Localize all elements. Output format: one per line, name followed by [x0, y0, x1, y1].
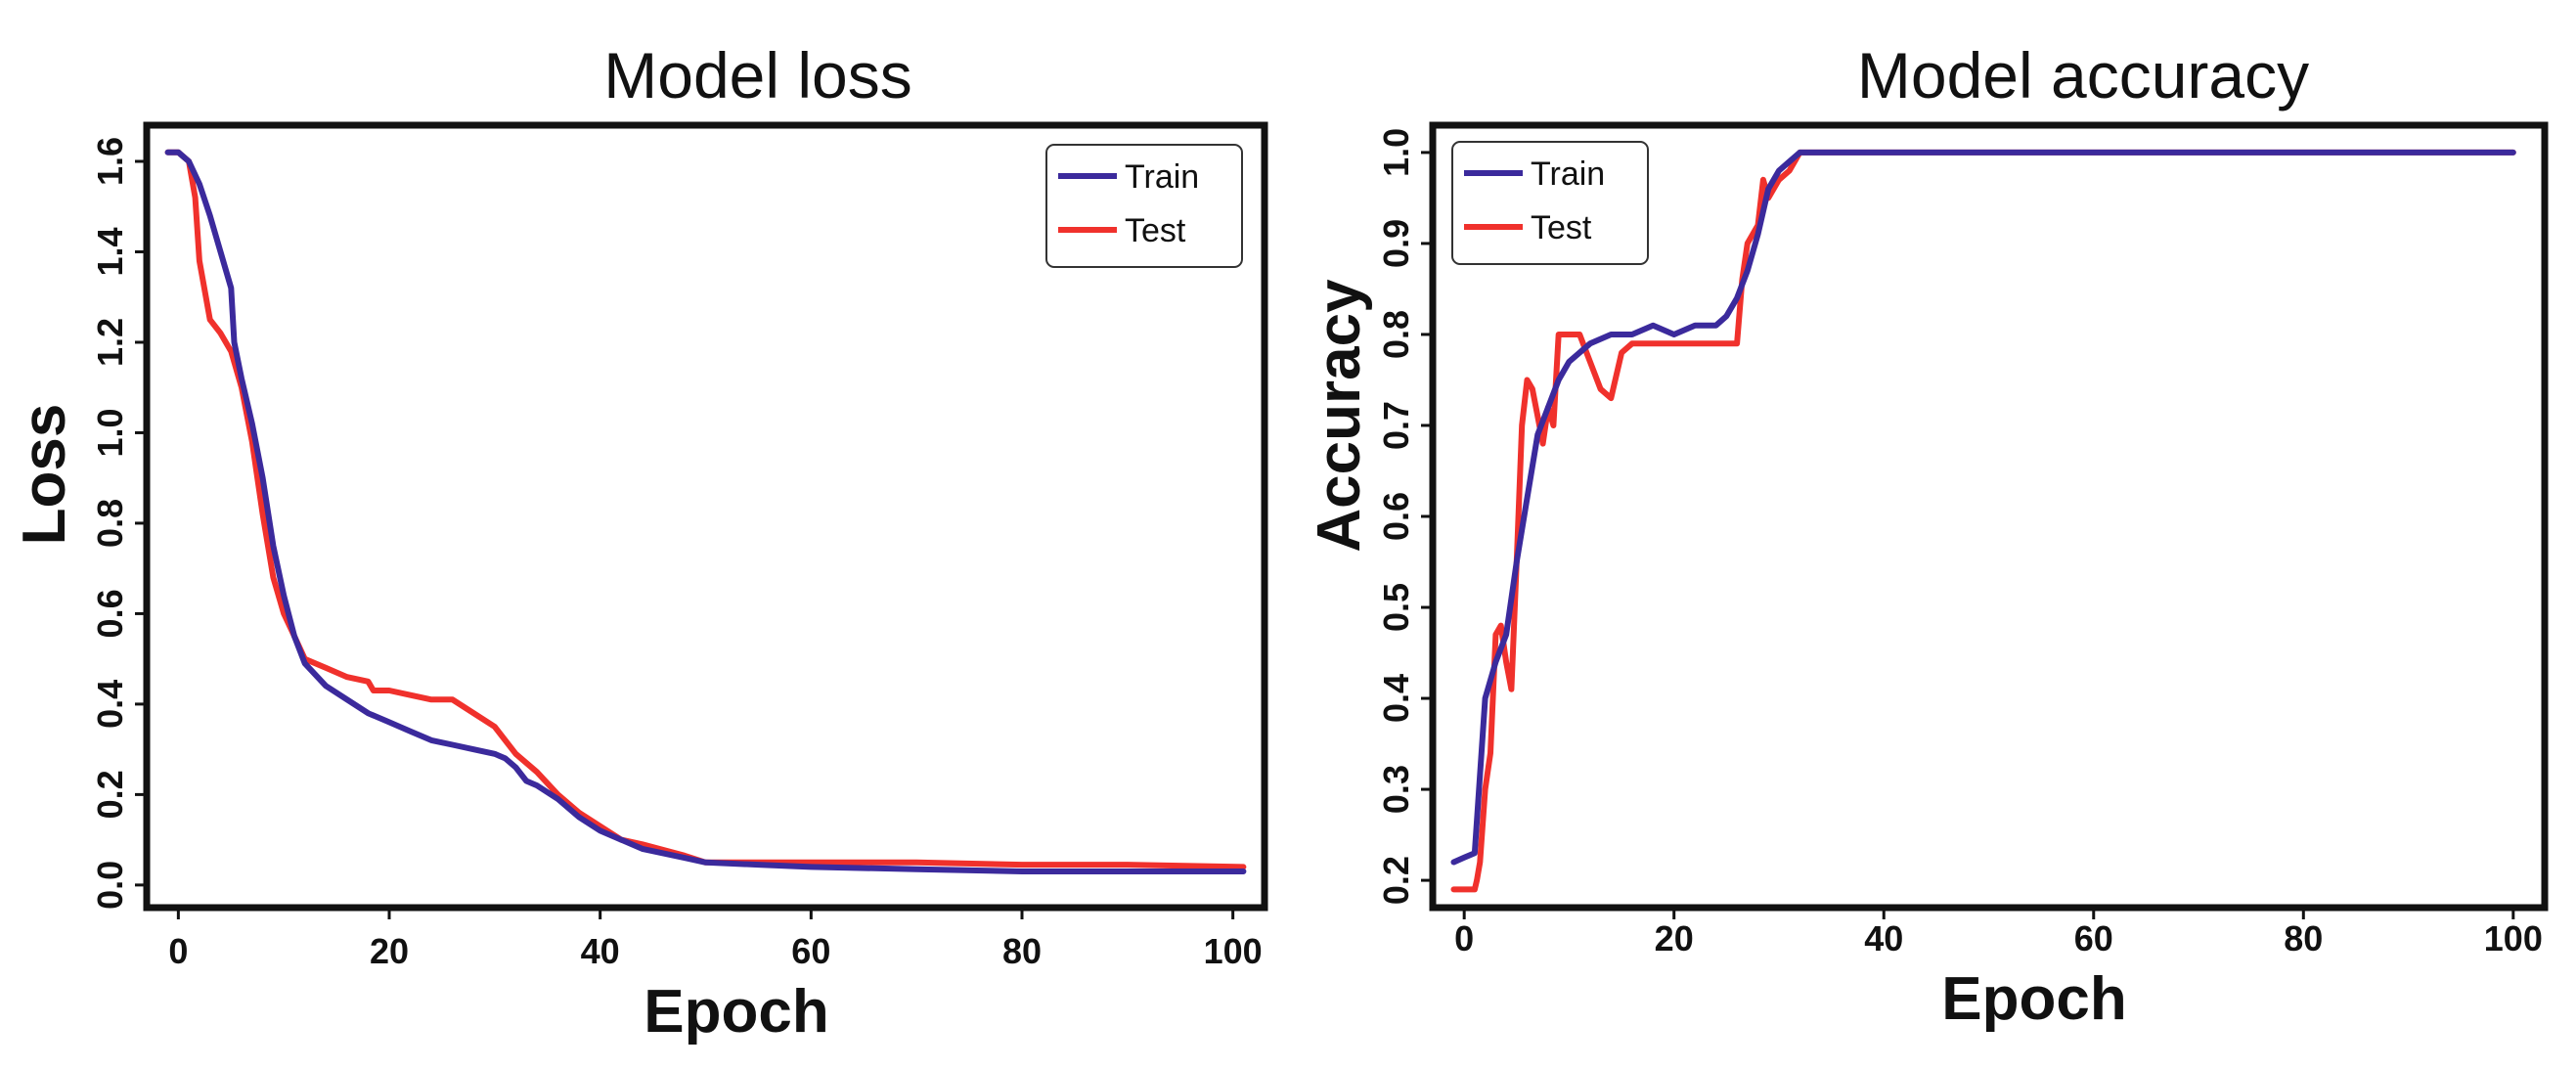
- loss-y-tick-label: 0.8: [90, 499, 130, 548]
- accuracy-y-tick-label: 0.6: [1376, 492, 1416, 541]
- loss-y-tick-label: 0.6: [90, 589, 130, 638]
- accuracy-legend-train-label: Train: [1531, 156, 1605, 193]
- loss-y-tick-label: 1.0: [90, 408, 130, 457]
- accuracy-y-tick-label: 0.5: [1376, 583, 1416, 632]
- loss-y-tick-label: 1.4: [90, 227, 130, 276]
- loss-plot-frame: [143, 121, 1268, 912]
- loss-y-tick-label: 1.2: [90, 318, 130, 367]
- accuracy-legend-test-label: Test: [1531, 209, 1592, 246]
- loss-chart-title: Model loss: [603, 39, 911, 111]
- loss-x-tick-label: 60: [791, 931, 830, 971]
- accuracy-chart: Model accuracy Epoch Accuracy 0.2 0.3 0.4 0…: [1306, 39, 2549, 1033]
- loss-x-tick-label: 0: [168, 931, 188, 971]
- accuracy-x-tick-label: 20: [1655, 918, 1694, 958]
- loss-legend-train-label: Train: [1125, 158, 1199, 196]
- accuracy-chart-title: Model accuracy: [1857, 39, 2309, 111]
- accuracy-y-tick-label: 0.2: [1376, 856, 1416, 905]
- accuracy-x-axis-label: Epoch: [1941, 965, 2126, 1033]
- loss-x-tick-label: 80: [1002, 931, 1042, 971]
- accuracy-x-tick-label: 60: [2074, 918, 2113, 958]
- loss-x-tick-label: 100: [1204, 931, 1263, 971]
- accuracy-y-tick-label: 0.7: [1376, 401, 1416, 450]
- accuracy-y-tick-label: 0.8: [1376, 310, 1416, 359]
- accuracy-y-axis-label: Accuracy: [1306, 279, 1373, 553]
- loss-y-axis-label: Loss: [11, 404, 78, 546]
- accuracy-train-series-line: [1450, 149, 2516, 866]
- loss-y-tick-label: 0.2: [90, 770, 130, 819]
- loss-legend: Train Test: [1045, 144, 1243, 268]
- accuracy-x-tick-label: 40: [1864, 918, 1903, 958]
- loss-y-tick-label: 0.0: [90, 861, 130, 910]
- loss-chart: Model loss Epoch Loss 0.0 0.2 0.4 0.6 0.8 1.0…: [11, 39, 1268, 1046]
- accuracy-y-tick-label: 0.4: [1376, 674, 1416, 723]
- accuracy-legend: Train Test: [1451, 141, 1649, 265]
- loss-x-axis-label: Epoch: [644, 978, 828, 1046]
- accuracy-y-tick-label: 1.0: [1376, 128, 1416, 177]
- accuracy-test-series-line: [1450, 149, 2516, 893]
- accuracy-y-tick-label: 0.3: [1376, 765, 1416, 814]
- loss-train-series-line: [164, 149, 1247, 874]
- accuracy-x-tick-label: 0: [1454, 918, 1474, 958]
- loss-legend-test-label: Test: [1125, 212, 1186, 249]
- loss-x-tick-label: 40: [581, 931, 620, 971]
- loss-x-tick-label: 20: [370, 931, 409, 971]
- accuracy-y-tick-label: 0.9: [1376, 219, 1416, 268]
- accuracy-x-tick-label: 80: [2284, 918, 2323, 958]
- accuracy-x-tick-label: 100: [2484, 918, 2543, 958]
- accuracy-plot-frame: [1429, 121, 2549, 912]
- loss-y-tick-label: 0.4: [90, 680, 130, 729]
- loss-y-tick-label: 1.6: [90, 137, 130, 186]
